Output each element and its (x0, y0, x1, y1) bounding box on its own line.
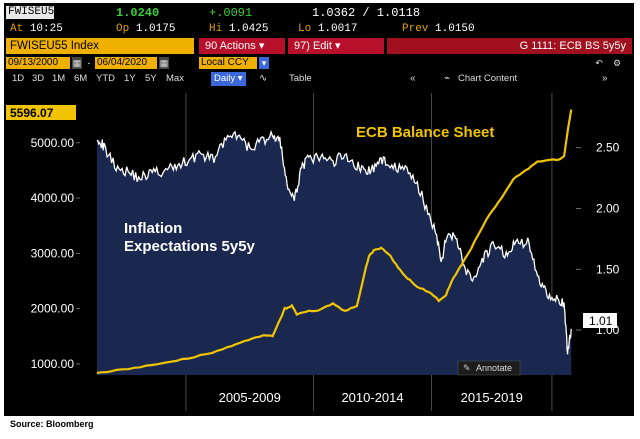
chart-content-icon: ⌁ (444, 73, 451, 84)
time-value: 10:25 (29, 23, 63, 35)
period-1y[interactable]: 1Y (124, 73, 136, 84)
settings-icon[interactable]: ⚙ (612, 58, 622, 68)
left-tick-label: 4000.00 (31, 191, 75, 205)
inflation-area-fill (96, 131, 572, 375)
frequency-select[interactable]: Daily ▾ (211, 72, 246, 86)
x-group-label: 2005-2009 (219, 390, 281, 405)
right-tick-label: 2.50 (596, 141, 620, 155)
right-last-value-box (583, 313, 617, 328)
edit-menu-button[interactable]: 97) Edit ▾ (288, 38, 384, 54)
open-field: Op 1.0175 (116, 22, 175, 36)
calendar-icon[interactable]: ▦ (72, 57, 82, 69)
period-1d[interactable]: 1D (12, 73, 25, 84)
chart[interactable]: 5000.00 4000.00 3000.00 2000.00 1000.00 2.50… (4, 89, 634, 416)
calendar-icon[interactable]: ▦ (159, 57, 169, 69)
open-label: Op (116, 23, 130, 35)
low-value: 1.0017 (317, 23, 358, 35)
high-label: Hi (209, 23, 223, 35)
inflation-annotation-line: Inflation (124, 220, 182, 237)
left-tick-label: 2000.00 (31, 302, 75, 316)
time-label: At (10, 23, 24, 35)
price-change: +.0091 (209, 6, 253, 20)
period-1m[interactable]: 1M (52, 73, 66, 84)
right-tick-label: 2.00 (596, 201, 620, 215)
left-last-value-box (6, 105, 76, 120)
terminal-window: FWISEU55 1.0240 +.0091 1.0362 / 1.0118 A… (4, 3, 634, 416)
open-value: 1.0175 (135, 23, 176, 35)
x-group-label: 2010-2014 (341, 390, 403, 405)
inflation-annotation-line: Expectations 5y5y (124, 238, 256, 255)
chart-toolbar: 1D 3D 1M 6M YTD 1Y 5Y Max Daily ▾ ∿ Tabl… (4, 72, 634, 86)
date-range-bar: 09/13/2000 ▦ - 06/04/2020 ▦ Local CCY ▾ … (4, 56, 634, 70)
period-5y[interactable]: 5Y (145, 73, 157, 84)
left-tick-label: 3000.00 (31, 246, 75, 260)
table-button[interactable]: Table (289, 73, 312, 84)
period-max[interactable]: Max (166, 73, 184, 84)
bid-ask: 1.0362 / 1.0118 (312, 6, 421, 20)
right-axis: 2.502.001.501.00 (576, 141, 620, 337)
period-3d[interactable]: 3D (32, 73, 45, 84)
security-label[interactable]: FWISEU55 Index (6, 38, 194, 54)
prev-label: Prev (402, 23, 429, 35)
source-caption: Source: Bloomberg (10, 419, 94, 429)
left-tick-label: 5000.00 (31, 136, 75, 150)
right-last-value: 1.01 (589, 314, 613, 328)
prev-value: 1.0150 (435, 23, 475, 35)
high-field: Hi 1.0425 (209, 22, 268, 36)
annotate-button[interactable]: ✎ Annotate (457, 360, 521, 376)
ecb-line (96, 109, 573, 374)
end-date-field[interactable]: 06/04/2020 (95, 57, 157, 69)
last-price: 1.0240 (116, 6, 160, 20)
currency-select[interactable]: Local CCY (199, 57, 257, 69)
high-value: 1.0425 (228, 23, 269, 35)
chart-title-bar: G 1111: ECB BS 5y5y (387, 38, 632, 54)
left-axis: 5000.00 4000.00 3000.00 2000.00 1000.00 (31, 136, 80, 371)
prev-field: Prev 1.0150 (402, 22, 475, 36)
menu-bar: FWISEU55 Index 90 Actions ▾ 97) Edit ▾ G… (4, 38, 634, 54)
ticker-input[interactable]: FWISEU55 (6, 6, 61, 19)
right-tick-label: 1.50 (596, 262, 620, 276)
x-group-label: 2015-2019 (461, 390, 523, 405)
collapse-left-icon[interactable]: « (410, 73, 416, 84)
ecb-annotation: ECB Balance Sheet (356, 124, 494, 141)
annotate-label: Annotate (476, 363, 512, 373)
line-chart-icon[interactable]: ∿ (259, 73, 268, 84)
left-last-value: 5596.07 (10, 106, 54, 120)
chart-content-button[interactable]: Chart Content (458, 73, 518, 84)
x-axis: 2005-2009 2010-2014 2015-2019 (219, 390, 523, 405)
range-dash: - (87, 58, 91, 68)
period-ytd[interactable]: YTD (96, 73, 115, 84)
low-field: Lo 1.0017 (298, 22, 357, 36)
expand-right-icon[interactable]: » (602, 73, 608, 84)
undo-icon[interactable]: ↶ (595, 58, 603, 68)
currency-dropdown-icon[interactable]: ▾ (259, 57, 269, 69)
quote-bar: FWISEU55 1.0240 +.0091 1.0362 / 1.0118 (4, 5, 634, 21)
start-date-field[interactable]: 09/13/2000 (6, 57, 70, 69)
actions-menu-button[interactable]: 90 Actions ▾ (199, 38, 285, 54)
period-6m[interactable]: 6M (74, 73, 88, 84)
inflation-line (96, 129, 572, 355)
quote-details: At 10:25 Op 1.0175 Hi 1.0425 Lo 1.0017 P… (4, 22, 634, 36)
time-field: At 10:25 (10, 22, 63, 36)
left-tick-label: 1000.00 (31, 357, 75, 371)
low-label: Lo (298, 23, 312, 35)
pencil-icon: ✎ (463, 364, 471, 374)
inflation-annotation: Inflation Expectations 5y5y (124, 220, 256, 255)
